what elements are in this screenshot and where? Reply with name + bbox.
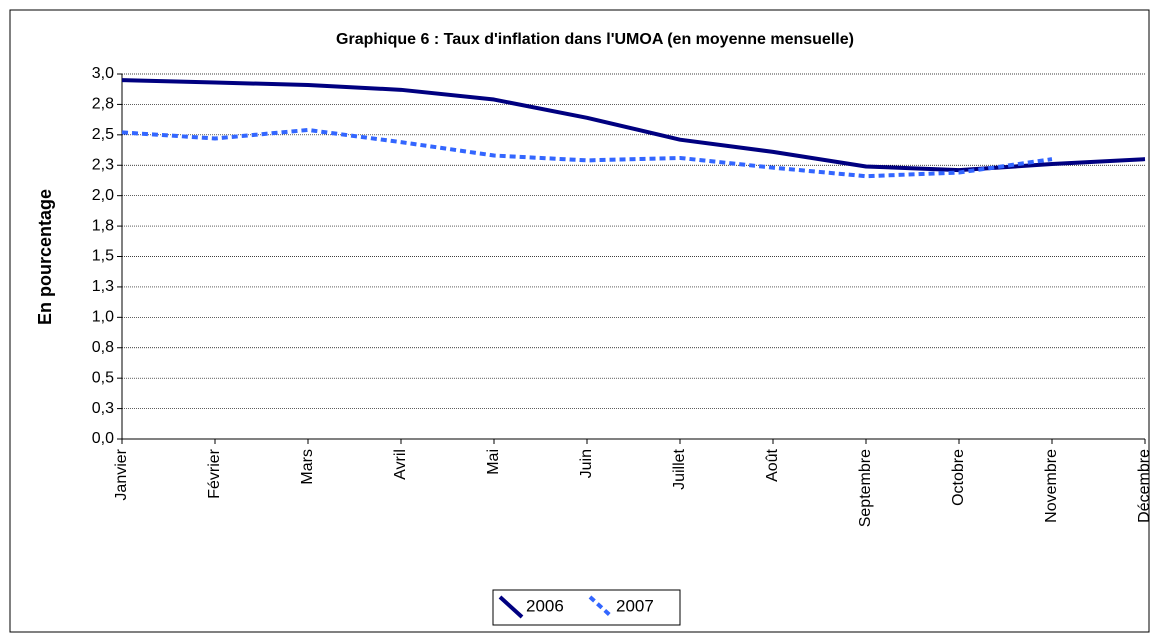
y-tick-label: 1,0 [92,309,114,326]
y-axis-label: En pourcentage [35,189,55,325]
x-tick-label: Mai [485,449,502,475]
x-tick-label: Février [206,448,223,498]
y-tick-label: 3,0 [92,65,114,82]
y-tick-label: 0,3 [92,400,114,417]
legend-swatch [588,595,614,619]
y-tick-label: 1,8 [92,217,114,234]
x-tick-label: Avril [392,449,409,480]
chart-border [9,9,1150,633]
legend-box [492,589,681,626]
y-tick-label: 2,8 [92,96,114,113]
x-tick-label: Juin [578,449,595,478]
x-tick-label: Janvier [113,448,130,500]
x-tick-label: Septembre [857,449,874,527]
y-tick-label: 2,0 [92,187,114,204]
chart-title: Graphique 6 : Taux d'inflation dans l'UM… [336,31,854,48]
x-tick-label: Juillet [671,448,688,489]
y-tick-label: 0,5 [92,369,114,386]
series-line [121,127,1053,179]
legend-label: 2006 [526,596,564,615]
x-tick-label: Août [764,448,781,481]
y-tick-label: 2,3 [92,156,114,173]
legend-swatch [498,595,524,619]
x-tick-label: Novembre [1043,449,1060,523]
y-tick-label: 2,5 [92,126,114,143]
x-tick-label: Mars [299,449,316,485]
series-line [121,78,1146,173]
y-tick-label: 1,3 [92,278,114,295]
x-tick-label: Octobre [950,449,967,506]
y-tick-label: 0,0 [92,430,114,447]
y-tick-label: 0,8 [92,339,114,356]
legend-label: 2007 [616,596,654,615]
y-tick-label: 1,5 [92,248,114,265]
x-tick-label: Décembre [1136,449,1153,523]
